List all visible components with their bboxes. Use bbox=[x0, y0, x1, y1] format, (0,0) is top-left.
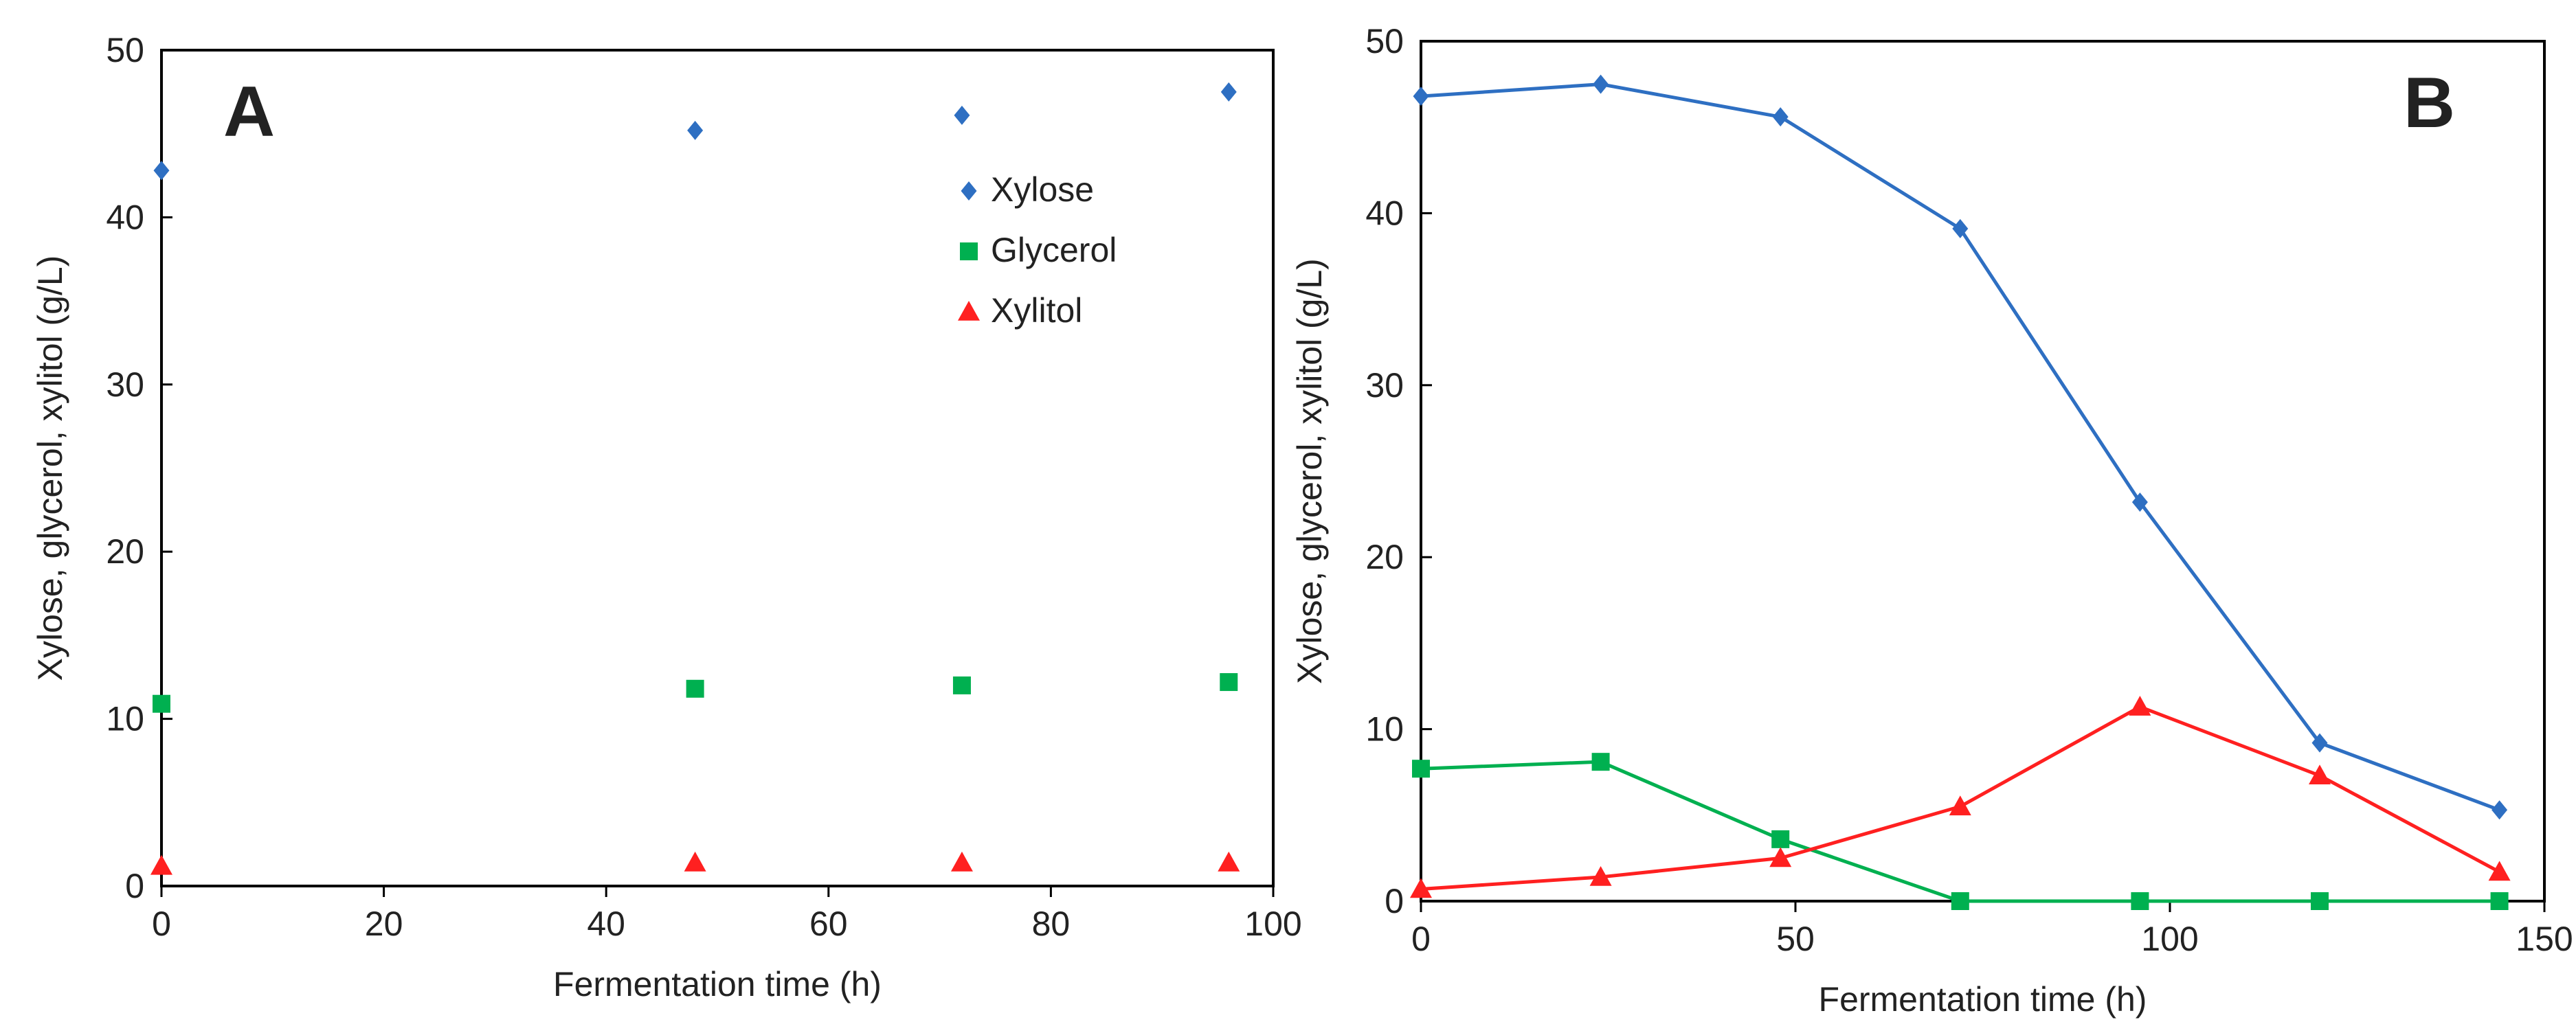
data-point-square bbox=[2311, 892, 2329, 910]
data-point-square bbox=[952, 676, 971, 694]
y-tick-label: 40 bbox=[106, 198, 144, 236]
x-axis-title: Fermentation time (h) bbox=[553, 965, 882, 1003]
y-tick-label: 0 bbox=[1385, 882, 1404, 920]
y-axis-title: Xylose, glycerol, xylitol (g/L) bbox=[31, 256, 69, 681]
data-point-diamond bbox=[1952, 218, 1969, 238]
data-point-diamond bbox=[1593, 74, 1609, 94]
data-point-square bbox=[1591, 753, 1610, 771]
x-tick-label: 40 bbox=[587, 905, 625, 943]
y-axis-title: Xylose, glycerol, xylitol (g/L) bbox=[1290, 258, 1329, 684]
y-tick-label: 40 bbox=[1365, 194, 1404, 232]
x-tick-label: 50 bbox=[1776, 920, 1815, 958]
panel-a-chart: 0 10 20 30 40 50 0 20 40 60 80 100 Fermentation time… bbox=[31, 31, 1302, 1003]
plot-frame bbox=[160, 49, 1275, 887]
data-point-diamond bbox=[2491, 800, 2508, 820]
data-point-triangle bbox=[1589, 865, 1612, 886]
panel-label: B bbox=[2404, 63, 2455, 143]
data-point-square bbox=[1951, 892, 1969, 910]
data-point-square bbox=[2131, 892, 2149, 910]
y-tick-label: 50 bbox=[1365, 22, 1404, 60]
x-tick-label: 100 bbox=[1244, 905, 1301, 943]
x-axis-title: Fermentation time (h) bbox=[1819, 980, 2147, 1019]
y-tick-label: 20 bbox=[1365, 538, 1404, 576]
data-point-square bbox=[153, 694, 170, 713]
data-point-triangle bbox=[2309, 764, 2331, 785]
data-point-triangle bbox=[2488, 861, 2511, 881]
x-tick-label: 80 bbox=[1032, 905, 1071, 943]
legend-label: Xylitol bbox=[991, 291, 1082, 330]
data-point-square bbox=[686, 679, 704, 698]
y-tick-label: 0 bbox=[125, 867, 144, 905]
series-line-1 bbox=[1420, 760, 2500, 903]
data-point-triangle bbox=[150, 854, 172, 875]
panel-label: A bbox=[223, 72, 275, 152]
y-tick-label: 20 bbox=[106, 532, 144, 571]
data-point-diamond bbox=[954, 105, 970, 125]
data-point-diamond bbox=[1220, 82, 1237, 102]
data-point-triangle bbox=[950, 851, 973, 872]
x-tick-label: 0 bbox=[1411, 920, 1431, 958]
plot-frame bbox=[1420, 40, 2546, 903]
series-line-0 bbox=[1420, 82, 2500, 812]
data-point-diamond bbox=[2311, 733, 2328, 753]
data-point-triangle bbox=[1410, 878, 1432, 898]
legend-marker-diamond bbox=[961, 181, 977, 201]
legend-label: Glycerol bbox=[991, 231, 1117, 269]
data-point-diamond bbox=[1413, 87, 1429, 106]
data-point-diamond bbox=[153, 161, 170, 181]
data-point-square bbox=[1771, 830, 1790, 848]
data-point-diamond bbox=[687, 120, 704, 140]
x-tick-label: 20 bbox=[365, 905, 403, 943]
panel-b-chart: 0 10 20 30 40 50 0 50 100 150 Fermentation time (h… bbox=[1290, 22, 2573, 1019]
x-tick-label: 60 bbox=[809, 905, 848, 943]
y-tick-label: 30 bbox=[106, 365, 144, 404]
legend-label: Xylose bbox=[991, 170, 1094, 209]
x-tick-label: 100 bbox=[2141, 920, 2198, 958]
x-tick-label: 150 bbox=[2516, 920, 2573, 958]
legend-marker-triangle bbox=[958, 301, 980, 321]
data-point-triangle bbox=[684, 851, 706, 872]
data-point-triangle bbox=[1769, 847, 1792, 867]
data-point-triangle bbox=[1218, 851, 1240, 872]
data-point-triangle bbox=[2129, 696, 2151, 716]
y-tick-label: 50 bbox=[106, 31, 144, 69]
y-tick-label: 10 bbox=[106, 700, 144, 738]
data-point-square bbox=[1220, 673, 1238, 692]
data-point-square bbox=[2490, 892, 2509, 910]
data-point-diamond bbox=[1772, 107, 1789, 127]
legend-marker-square bbox=[960, 242, 978, 260]
x-tick-label: 0 bbox=[152, 905, 171, 943]
y-tick-label: 30 bbox=[1365, 366, 1404, 405]
data-point-square bbox=[1412, 760, 1430, 778]
data-point-diamond bbox=[2131, 492, 2148, 512]
data-point-triangle bbox=[1949, 795, 1971, 816]
y-tick-label: 10 bbox=[1365, 710, 1404, 749]
